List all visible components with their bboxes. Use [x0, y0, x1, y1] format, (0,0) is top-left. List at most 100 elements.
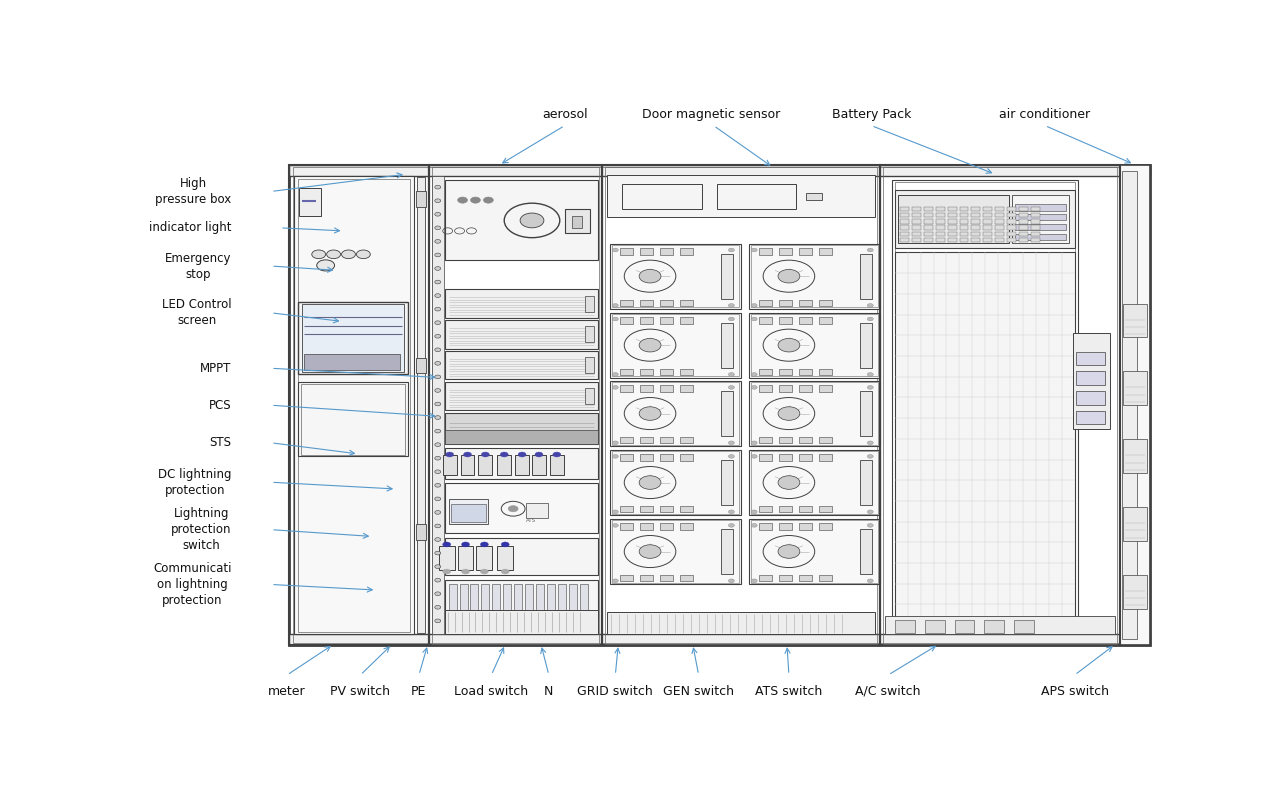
- Bar: [680, 247, 692, 255]
- Circle shape: [868, 373, 873, 376]
- Bar: [621, 247, 634, 255]
- Bar: [996, 219, 1005, 223]
- Bar: [444, 414, 599, 444]
- Bar: [1019, 226, 1028, 230]
- Bar: [1030, 231, 1039, 236]
- Bar: [900, 213, 909, 218]
- Bar: [1015, 224, 1066, 230]
- Text: PCS: PCS: [209, 398, 232, 412]
- Bar: [289, 634, 1149, 646]
- Bar: [996, 213, 1005, 218]
- Bar: [680, 385, 692, 392]
- Bar: [780, 506, 792, 513]
- Circle shape: [471, 197, 480, 203]
- Bar: [759, 454, 772, 462]
- Circle shape: [751, 579, 758, 582]
- Bar: [780, 247, 792, 255]
- Bar: [680, 575, 692, 582]
- Bar: [911, 219, 920, 223]
- Circle shape: [868, 317, 873, 321]
- Bar: [301, 384, 404, 454]
- Bar: [585, 388, 594, 404]
- Circle shape: [435, 443, 440, 446]
- Bar: [955, 620, 974, 633]
- Circle shape: [778, 270, 800, 283]
- Bar: [493, 584, 500, 614]
- Bar: [640, 369, 653, 375]
- Bar: [298, 178, 410, 632]
- Circle shape: [728, 317, 735, 321]
- Circle shape: [435, 280, 440, 284]
- Bar: [799, 317, 812, 324]
- Bar: [972, 207, 980, 211]
- Text: Battery Pack: Battery Pack: [832, 108, 911, 121]
- Bar: [947, 231, 956, 236]
- Bar: [451, 504, 486, 522]
- Bar: [911, 238, 920, 242]
- Bar: [660, 523, 673, 530]
- Circle shape: [751, 386, 758, 390]
- Circle shape: [612, 248, 618, 252]
- Bar: [621, 575, 634, 582]
- Bar: [947, 213, 956, 218]
- Circle shape: [553, 452, 561, 457]
- Bar: [895, 620, 915, 633]
- Bar: [547, 584, 554, 614]
- Bar: [924, 219, 933, 223]
- Bar: [298, 302, 408, 374]
- Bar: [660, 506, 673, 513]
- Bar: [722, 391, 733, 436]
- Bar: [1007, 207, 1016, 211]
- Bar: [585, 326, 594, 342]
- Bar: [947, 219, 956, 223]
- Bar: [476, 546, 493, 570]
- Text: aerosol: aerosol: [541, 108, 588, 121]
- Bar: [860, 391, 872, 436]
- Text: meter: meter: [269, 685, 306, 698]
- Bar: [1030, 238, 1039, 242]
- Bar: [640, 300, 653, 306]
- Bar: [680, 369, 692, 375]
- Text: APS switch: APS switch: [1041, 685, 1108, 698]
- Bar: [759, 369, 772, 375]
- Bar: [660, 454, 673, 462]
- Bar: [1007, 226, 1016, 230]
- Bar: [972, 219, 980, 223]
- Bar: [900, 219, 909, 223]
- Bar: [525, 584, 532, 614]
- Bar: [936, 238, 945, 242]
- Bar: [947, 238, 956, 242]
- Bar: [819, 506, 832, 513]
- Circle shape: [326, 250, 340, 258]
- Bar: [498, 546, 513, 570]
- Bar: [640, 506, 653, 513]
- Bar: [608, 175, 876, 218]
- Text: air conditioner: air conditioner: [1000, 108, 1091, 121]
- Text: PE: PE: [411, 685, 426, 698]
- Circle shape: [612, 454, 618, 458]
- Circle shape: [435, 470, 440, 474]
- Bar: [444, 290, 599, 318]
- Bar: [1030, 226, 1039, 230]
- Circle shape: [868, 441, 873, 445]
- Circle shape: [435, 334, 440, 338]
- Bar: [460, 584, 467, 614]
- Text: indicator light: indicator light: [148, 222, 232, 234]
- Bar: [680, 300, 692, 306]
- Circle shape: [751, 303, 758, 307]
- Circle shape: [445, 452, 453, 457]
- Bar: [1030, 213, 1039, 218]
- Circle shape: [435, 307, 440, 311]
- Bar: [722, 254, 733, 299]
- Bar: [900, 207, 909, 211]
- Circle shape: [612, 317, 618, 321]
- Bar: [780, 454, 792, 462]
- Circle shape: [463, 452, 471, 457]
- Circle shape: [435, 416, 440, 419]
- Bar: [621, 438, 634, 443]
- Bar: [431, 167, 599, 644]
- Circle shape: [462, 569, 470, 574]
- Circle shape: [443, 569, 451, 574]
- Text: ATS switch: ATS switch: [755, 685, 823, 698]
- Bar: [416, 191, 426, 207]
